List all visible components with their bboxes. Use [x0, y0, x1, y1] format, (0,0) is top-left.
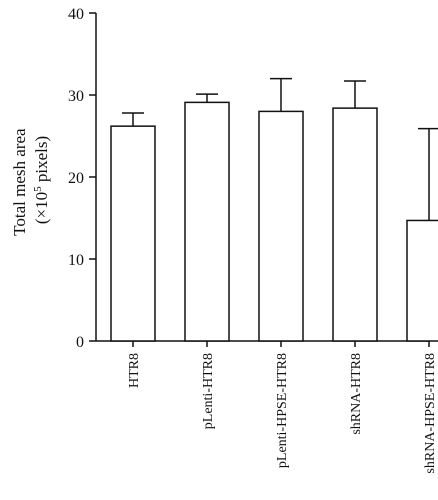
- y-tick-label: 20: [68, 170, 84, 187]
- category-labels: HTR8 pLenti-HTR8 pLenti-HPSE-HTR8 shRNA-HTR…: [127, 353, 438, 474]
- bars: [110, 77, 438, 342]
- x-category-label: HTR8: [127, 353, 142, 388]
- bar: [110, 125, 156, 342]
- y-axis-title-line1: Total mesh area: [10, 128, 29, 236]
- y-axis-title: Total mesh area (×105 pixels): [10, 124, 51, 236]
- y-tick-label: 0: [76, 334, 84, 351]
- bar: [406, 219, 438, 342]
- y-axis: 0 10 20 30 40: [68, 6, 97, 351]
- x-axis: [96, 340, 430, 347]
- y-axis-title-line2-suffix: pixels): [32, 136, 51, 187]
- y-axis-title-superscript: 5: [32, 186, 44, 192]
- y-tick-label: 10: [68, 252, 84, 269]
- bar: [332, 107, 378, 342]
- y-tick-label: 40: [68, 6, 84, 23]
- x-category-label: pLenti-HPSE-HTR8: [275, 353, 290, 468]
- x-category-label: shRNA-HPSE-HTR8: [423, 353, 438, 474]
- y-tick-label: 30: [68, 88, 84, 105]
- x-category-label: pLenti-HTR8: [201, 353, 216, 429]
- y-axis-title-line2-prefix: (×10: [32, 192, 51, 224]
- x-category-label: shRNA-HTR8: [349, 353, 364, 435]
- bar: [184, 101, 230, 342]
- bar: [258, 110, 304, 342]
